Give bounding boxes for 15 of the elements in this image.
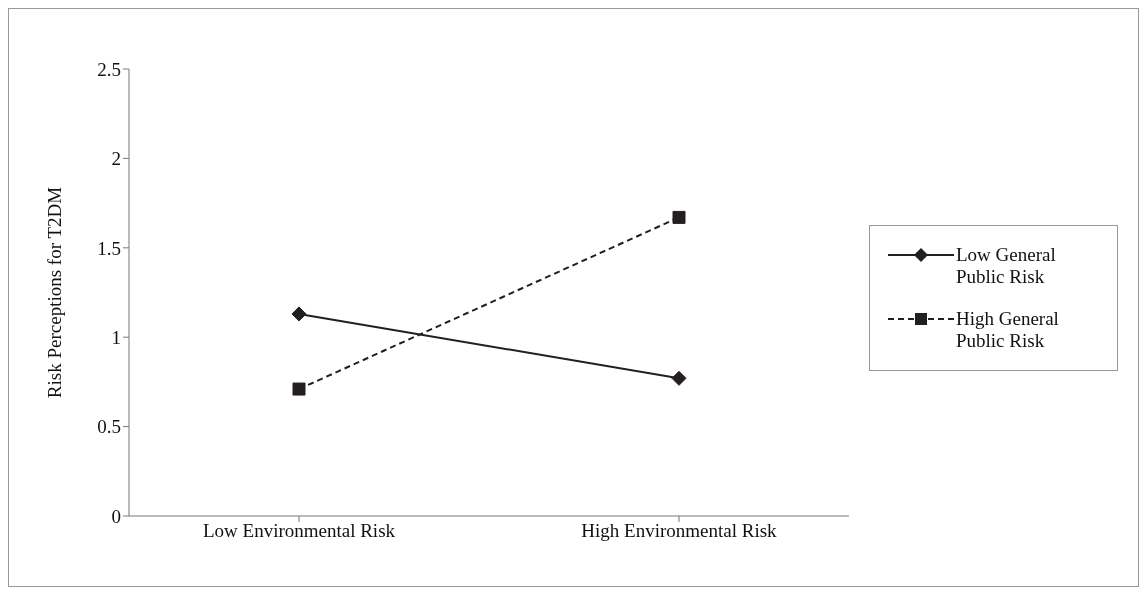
y-tick-label: 2.5 (97, 58, 121, 80)
y-tick-label: 1 (111, 326, 121, 348)
point (671, 370, 687, 386)
y-tick-label: 2 (111, 148, 121, 170)
y-tick-label: 1.5 (97, 237, 121, 259)
point (291, 306, 307, 322)
x-tick-label: High Environmental Risk (581, 520, 778, 542)
y-tick-label: 0.5 (97, 416, 121, 438)
point (672, 210, 686, 224)
legend-label: Low General Public Risk (956, 243, 1057, 288)
point (292, 382, 306, 396)
y-axis-title: Risk Perceptions for T2DM (43, 186, 65, 399)
legend-label: High General Public Risk (956, 307, 1060, 352)
y-tick-label: 0 (111, 505, 121, 527)
x-tick-label: Low Environmental Risk (202, 520, 396, 542)
